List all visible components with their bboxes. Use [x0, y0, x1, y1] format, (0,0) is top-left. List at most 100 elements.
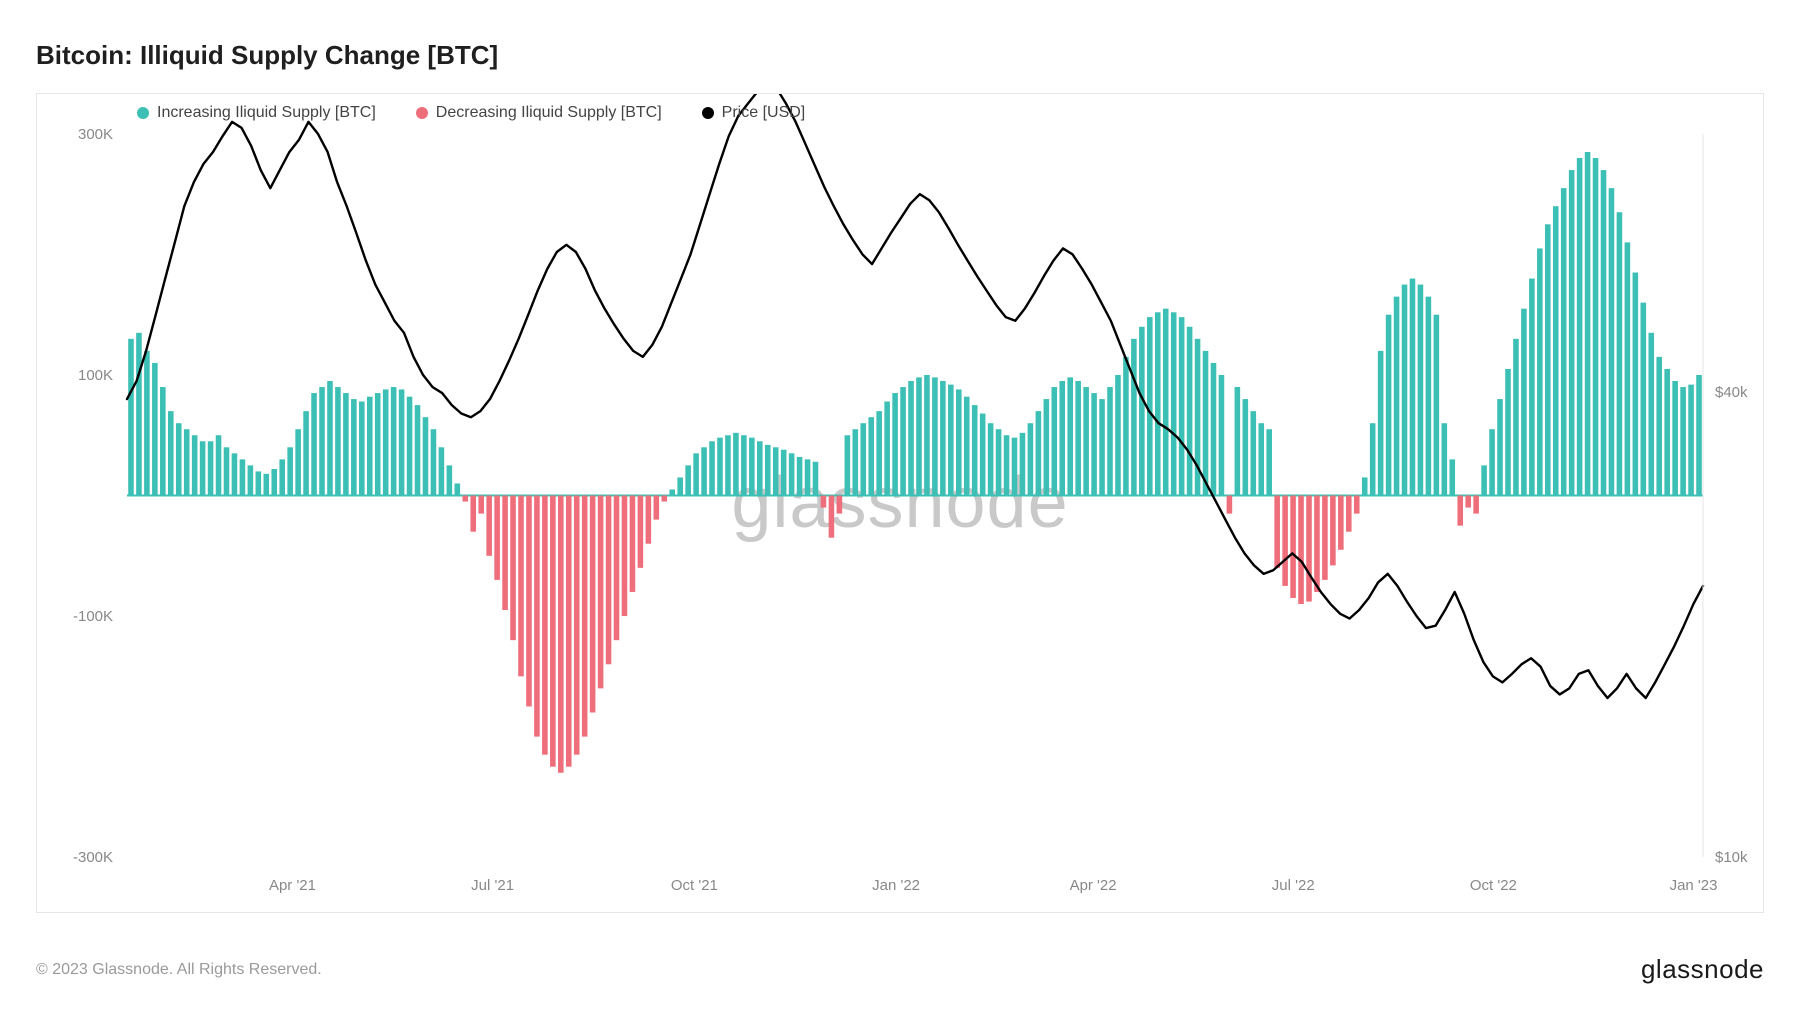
bar-increasing [701, 447, 707, 495]
bar-increasing [1569, 170, 1575, 495]
bar-increasing [144, 351, 150, 496]
bar-decreasing [606, 496, 612, 665]
bar-decreasing [1322, 496, 1328, 580]
bar-increasing [248, 465, 254, 495]
bar-increasing [407, 397, 413, 496]
bar-increasing [1410, 279, 1416, 496]
bar-increasing [1489, 429, 1495, 495]
bar-decreasing [558, 496, 564, 773]
bar-increasing [765, 445, 771, 496]
bar-increasing [271, 469, 277, 496]
bar-increasing [439, 447, 445, 495]
bar-increasing [1028, 423, 1034, 495]
bar-increasing [303, 411, 309, 495]
bar-decreasing [638, 496, 644, 568]
bar-increasing [1529, 279, 1535, 496]
bar-increasing [295, 429, 301, 495]
bar-decreasing [566, 496, 572, 767]
bar-increasing [996, 429, 1002, 495]
bar-increasing [685, 465, 691, 495]
bar-increasing [884, 401, 890, 495]
bar-increasing [1633, 273, 1639, 496]
bar-increasing [1179, 317, 1185, 495]
bar-decreasing [510, 496, 516, 641]
bar-increasing [1481, 465, 1487, 495]
bar-increasing [717, 438, 723, 496]
bar-decreasing [542, 496, 548, 755]
bar-increasing [176, 423, 182, 495]
bar-increasing [423, 417, 429, 495]
legend-label: Decreasing Iliquid Supply [BTC] [436, 104, 662, 122]
bar-increasing [1394, 297, 1400, 496]
brand-logo: glassnode [1641, 954, 1764, 985]
bar-increasing [343, 393, 349, 495]
bar-increasing [924, 375, 930, 496]
bar-increasing [693, 453, 699, 495]
bar-decreasing [661, 496, 667, 502]
x-tick-label: Oct '21 [671, 877, 718, 894]
bar-increasing [279, 459, 285, 495]
bar-increasing [216, 435, 222, 495]
y-left-tick-label: 100K [78, 367, 113, 384]
x-tick-label: Jul '22 [1272, 877, 1315, 894]
bar-decreasing [1298, 496, 1304, 604]
bar-increasing [1577, 158, 1583, 496]
bar-increasing [391, 387, 397, 495]
bar-increasing [152, 363, 158, 496]
bar-increasing [741, 435, 747, 495]
bar-increasing [359, 401, 365, 495]
bar-decreasing [614, 496, 620, 641]
y-right-tick-label: $10k [1715, 849, 1748, 866]
bar-increasing [1545, 224, 1551, 495]
bar-increasing [1139, 327, 1145, 496]
y-right-tick-label: $40k [1715, 384, 1748, 401]
bar-increasing [813, 462, 819, 496]
legend-item-decreasing: Decreasing Iliquid Supply [BTC] [416, 104, 662, 122]
bar-increasing [1067, 377, 1073, 495]
bar-decreasing [1330, 496, 1336, 566]
bar-decreasing [470, 496, 476, 532]
bar-decreasing [622, 496, 628, 617]
bar-increasing [1052, 387, 1058, 495]
bar-increasing [677, 477, 683, 495]
bar-increasing [1187, 327, 1193, 496]
bar-increasing [1163, 309, 1169, 496]
bar-increasing [200, 441, 206, 495]
bar-increasing [1553, 206, 1559, 495]
legend-swatch-decreasing [416, 107, 428, 119]
legend-label: Increasing Iliquid Supply [BTC] [157, 104, 376, 122]
legend-swatch-increasing [137, 107, 149, 119]
bar-increasing [128, 339, 134, 496]
bar-increasing [709, 441, 715, 495]
bar-increasing [455, 483, 461, 495]
bar-increasing [1012, 438, 1018, 496]
bar-increasing [1219, 375, 1225, 496]
bar-increasing [845, 435, 851, 495]
bar-increasing [232, 453, 238, 495]
bar-increasing [184, 429, 190, 495]
bar-increasing [964, 397, 970, 496]
bar-increasing [1402, 285, 1408, 496]
x-tick-label: Apr '21 [269, 877, 316, 894]
bar-increasing [1442, 423, 1448, 495]
bar-increasing [733, 433, 739, 496]
bar-increasing [1235, 387, 1241, 495]
bar-increasing [1434, 315, 1440, 496]
bar-increasing [900, 387, 906, 495]
bar-decreasing [502, 496, 508, 611]
bar-increasing [1513, 339, 1519, 496]
legend-item-price: Price [USD] [702, 104, 806, 122]
bar-decreasing [518, 496, 524, 677]
bar-increasing [1449, 459, 1455, 495]
bar-decreasing [1314, 496, 1320, 592]
y-left-tick-label: 300K [78, 126, 113, 143]
bar-increasing [1497, 399, 1503, 495]
bar-increasing [1601, 170, 1607, 495]
bar-increasing [1123, 357, 1129, 496]
bar-increasing [1593, 158, 1599, 496]
bar-increasing [367, 397, 373, 496]
bar-decreasing [1346, 496, 1352, 532]
bar-increasing [1561, 188, 1567, 495]
bar-decreasing [598, 496, 604, 689]
bar-increasing [948, 385, 954, 496]
